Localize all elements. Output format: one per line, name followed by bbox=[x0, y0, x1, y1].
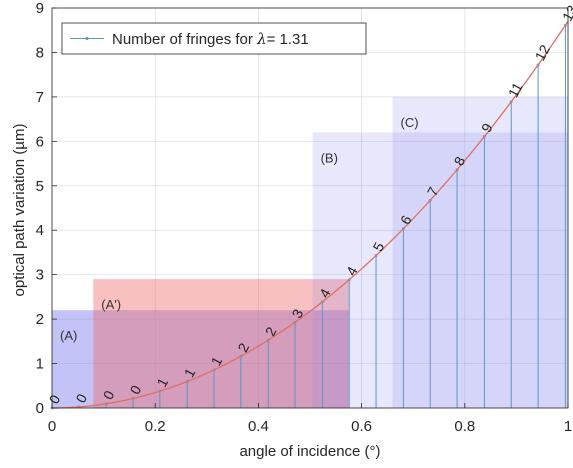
legend-box bbox=[61, 22, 367, 55]
region bbox=[93, 279, 349, 408]
x-tick-label: 0.8 bbox=[454, 418, 475, 435]
y-tick-label: 9 bbox=[36, 0, 44, 17]
plot-frame bbox=[51, 7, 569, 409]
legend-suffix: = 1.31 bbox=[267, 31, 309, 48]
legend-symbol: λ bbox=[256, 30, 267, 48]
x-axis-label: angle of incidence (°) bbox=[239, 443, 380, 460]
x-tick-label: 0.2 bbox=[145, 418, 166, 435]
region bbox=[392, 96, 568, 408]
region-label: (A) bbox=[60, 328, 77, 343]
legend-prefix: Number of fringes for bbox=[112, 31, 257, 48]
y-axis-ticks: 0 1 2 3 4 5 6 7 8 9 bbox=[36, 0, 57, 417]
y-tick-label: 0 bbox=[36, 400, 44, 417]
fringe-label: 12 bbox=[532, 42, 554, 63]
y-tick-label: 1 bbox=[36, 356, 44, 373]
legend-entry: Number of fringes for λ= 1.31 bbox=[112, 30, 309, 48]
region-label: (C) bbox=[401, 115, 419, 130]
legend-marker bbox=[85, 37, 89, 40]
region-label: (B) bbox=[321, 150, 338, 165]
fringe-label: 11 bbox=[505, 80, 526, 101]
fringe-label: 13 bbox=[559, 2, 573, 23]
x-tick-label: 0 bbox=[48, 418, 56, 435]
y-tick-label: 2 bbox=[36, 311, 44, 328]
region bbox=[52, 310, 349, 408]
x-axis-ticks: 0 0.2 0.4 0.6 0.8 1 bbox=[48, 403, 572, 435]
optical-path-curve bbox=[51, 20, 569, 409]
y-tick-label: 3 bbox=[36, 267, 44, 284]
y-axis-label: optical path variation (µm) bbox=[11, 124, 28, 297]
y-tick-label: 6 bbox=[36, 133, 44, 150]
region bbox=[312, 132, 568, 408]
y-tick-label: 4 bbox=[36, 222, 44, 239]
x-tick-label: 1 bbox=[564, 418, 572, 435]
region-labels: (A) (A') (B) (C) bbox=[60, 115, 419, 343]
region-label: (A') bbox=[101, 297, 121, 312]
highlight-regions bbox=[52, 96, 568, 408]
x-tick-label: 0.6 bbox=[351, 418, 372, 435]
fringe-stems bbox=[50, 23, 567, 410]
y-tick-label: 5 bbox=[36, 178, 44, 195]
y-tick-label: 8 bbox=[36, 44, 44, 61]
y-tick-label: 7 bbox=[36, 89, 44, 106]
legend: Number of fringes for λ= 1.31 bbox=[61, 22, 367, 55]
x-tick-label: 0.4 bbox=[248, 418, 269, 435]
